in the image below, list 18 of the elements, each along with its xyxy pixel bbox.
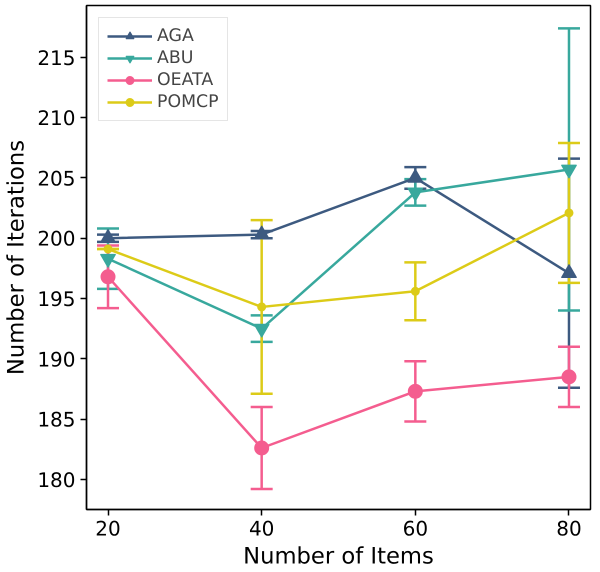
x-tick-label: 80 (556, 516, 582, 540)
legend-label: POMCP (157, 92, 219, 112)
y-axis-title: Number of Iterations (3, 140, 30, 376)
legend-label: OEATA (157, 70, 214, 90)
x-tick-label: 40 (248, 516, 274, 540)
x-axis-title: Number of Items (243, 544, 434, 570)
y-tick-label: 210 (37, 106, 76, 130)
y-tick-label: 200 (37, 226, 76, 251)
y-tick-label: 215 (37, 46, 76, 70)
x-tick-label: 20 (95, 516, 121, 540)
y-tick-label: 190 (37, 347, 76, 372)
legend-label: AGA (157, 26, 194, 46)
y-tick-label: 185 (37, 408, 76, 432)
y-tick-label: 195 (37, 286, 76, 311)
y-tick-label: 180 (37, 468, 76, 492)
y-tick-label: 205 (37, 166, 76, 190)
legend-label: ABU (157, 48, 194, 68)
x-tick-label: 60 (402, 516, 428, 540)
